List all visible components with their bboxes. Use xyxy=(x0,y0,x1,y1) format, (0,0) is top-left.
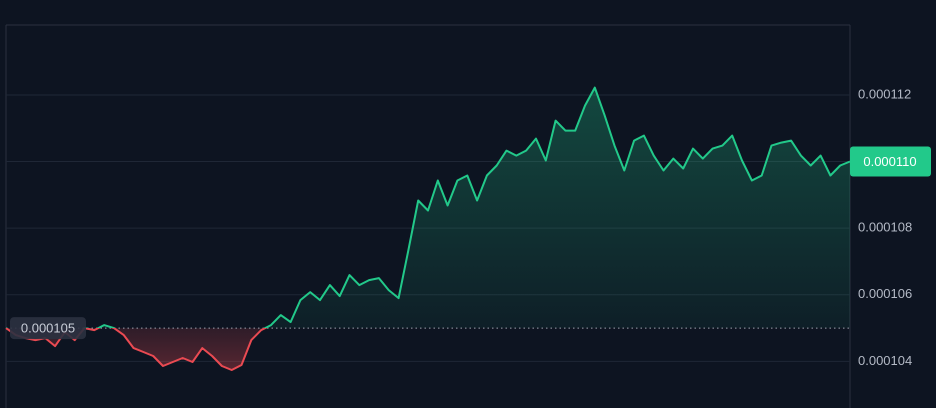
area xyxy=(6,87,850,370)
y-tick-label: 0.000108 xyxy=(858,220,912,235)
last-price-label: 0.000110 xyxy=(863,154,916,169)
baseline-label-box xyxy=(10,317,86,340)
y-tick-label: 0.000106 xyxy=(858,286,912,301)
y-tick-label: 0.000104 xyxy=(858,353,912,368)
baseline-label: 0.000105 xyxy=(21,321,75,336)
price-line xyxy=(5,86,851,371)
y-tick-label: 0.000112 xyxy=(858,86,911,101)
last-price-box xyxy=(850,146,931,177)
